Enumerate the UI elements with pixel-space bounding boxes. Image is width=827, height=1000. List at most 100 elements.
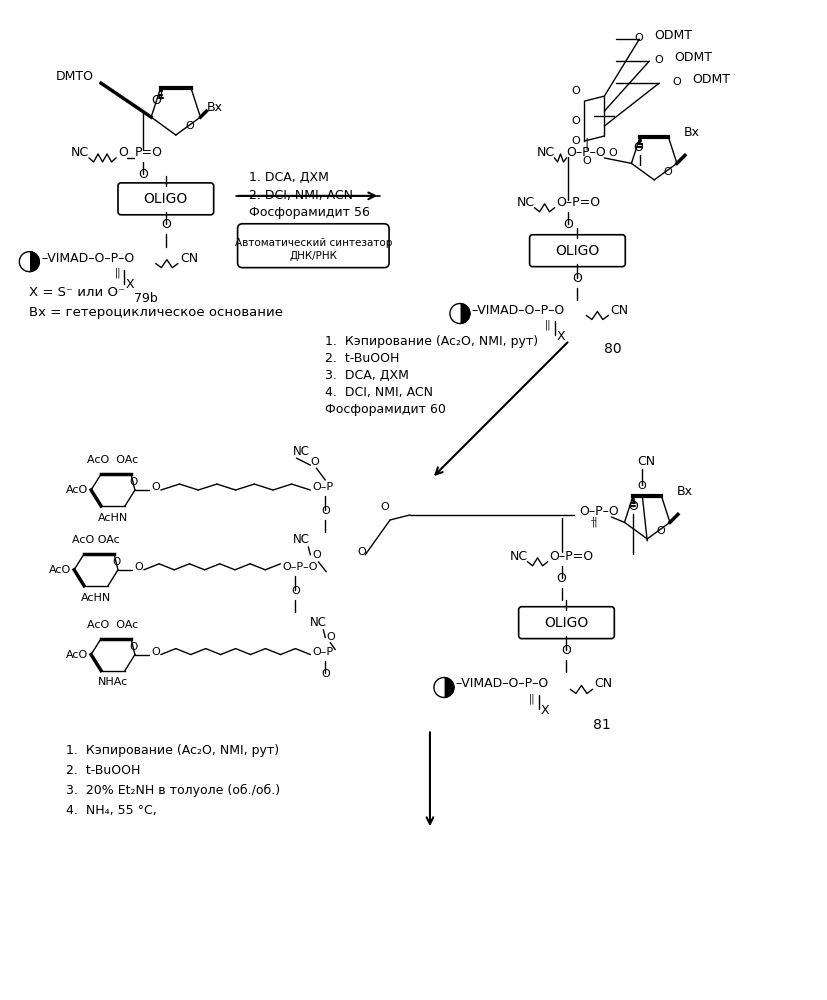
Polygon shape [19, 252, 29, 272]
Polygon shape [444, 678, 454, 697]
Text: 3.  20% Et₂NH в толуоле (об./об.): 3. 20% Et₂NH в толуоле (об./об.) [66, 784, 280, 797]
Text: ··: ·· [590, 515, 597, 528]
Text: O: O [313, 550, 321, 560]
Text: AcO OAc: AcO OAc [72, 535, 120, 545]
Text: O: O [572, 272, 582, 285]
Text: O: O [571, 86, 581, 96]
Text: Фосфорамидит 60: Фосфорамидит 60 [325, 403, 447, 416]
Text: O: O [138, 168, 148, 181]
Text: 1.  Кэпирование (Ac₂O, NMI, рут): 1. Кэпирование (Ac₂O, NMI, рут) [66, 744, 280, 757]
Text: O–P–O: O–P–O [580, 505, 619, 518]
Text: AcO  OAc: AcO OAc [88, 455, 139, 465]
Text: O: O [151, 647, 160, 657]
Text: 1. DCA, ДХМ: 1. DCA, ДХМ [249, 171, 328, 184]
Text: O: O [672, 77, 681, 87]
Text: O: O [151, 482, 160, 492]
Polygon shape [434, 678, 444, 697]
Text: CN: CN [179, 252, 198, 265]
Text: O: O [571, 116, 581, 126]
Text: O: O [134, 562, 143, 572]
Text: NC: NC [537, 146, 555, 159]
Text: 80: 80 [605, 342, 622, 356]
Text: O: O [130, 477, 138, 487]
Text: X: X [541, 704, 549, 717]
Text: Bx: Bx [207, 101, 222, 114]
Text: O: O [118, 146, 128, 159]
Text: 3.  DCA, ДХМ: 3. DCA, ДХМ [325, 369, 409, 382]
FancyBboxPatch shape [529, 235, 625, 267]
Text: X: X [126, 278, 135, 291]
Polygon shape [460, 304, 470, 323]
Text: –VIMAD–O–P–O: –VIMAD–O–P–O [41, 252, 135, 265]
Text: OLIGO: OLIGO [144, 192, 188, 206]
Text: O: O [161, 218, 170, 231]
Text: 81: 81 [594, 718, 611, 732]
Text: ДНК/РНК: ДНК/РНК [289, 251, 337, 261]
Text: AcO: AcO [66, 485, 88, 495]
Text: NC: NC [71, 146, 89, 159]
Text: Bx: Bx [684, 126, 700, 139]
Text: O: O [186, 121, 194, 131]
Text: O: O [358, 547, 366, 557]
Text: O: O [633, 141, 643, 154]
Text: NC: NC [294, 445, 310, 458]
Text: X = S⁻ или O⁻: X = S⁻ или O⁻ [29, 286, 126, 299]
Text: –VIMAD–O–P–O: –VIMAD–O–P–O [472, 304, 565, 317]
Text: 1.  Кэпирование (Ac₂O, NMI, рут): 1. Кэпирование (Ac₂O, NMI, рут) [325, 335, 538, 348]
Text: OLIGO: OLIGO [555, 244, 600, 258]
Text: ||: || [114, 268, 121, 278]
Text: O: O [571, 136, 581, 146]
Text: DMTO: DMTO [56, 70, 94, 83]
Text: O: O [582, 156, 590, 166]
Polygon shape [29, 252, 39, 272]
Text: O: O [112, 557, 121, 567]
Text: Bx: Bx [677, 485, 693, 498]
Text: O–P: O–P [313, 482, 333, 492]
Text: ODMT: ODMT [674, 51, 712, 64]
Text: –VIMAD–O–P–O: –VIMAD–O–P–O [456, 677, 549, 690]
Text: O: O [562, 644, 571, 657]
Text: 2.  t-BuOOH: 2. t-BuOOH [325, 352, 399, 365]
Text: O: O [327, 632, 335, 642]
Text: 79b: 79b [134, 292, 158, 305]
Text: CN: CN [638, 455, 655, 468]
FancyBboxPatch shape [237, 224, 389, 268]
Text: CN: CN [610, 304, 629, 317]
Text: X: X [557, 330, 565, 343]
Text: O: O [380, 502, 389, 512]
Text: NC: NC [509, 550, 528, 563]
Text: O–P–O: O–P–O [566, 146, 606, 159]
Text: O: O [563, 218, 573, 231]
Text: O–P–O: O–P–O [283, 562, 318, 572]
Text: ||: || [529, 693, 536, 704]
Text: O–P=O: O–P=O [550, 550, 594, 563]
Text: Фосфорамидит 56: Фосфорамидит 56 [249, 206, 370, 219]
Text: O: O [291, 586, 299, 596]
Text: Bx = гетероциклическое основание: Bx = гетероциклическое основание [29, 306, 284, 319]
Text: ODMT: ODMT [654, 29, 692, 42]
Text: NC: NC [517, 196, 535, 209]
FancyBboxPatch shape [519, 607, 614, 639]
Text: 2.  t-BuOOH: 2. t-BuOOH [66, 764, 141, 777]
Polygon shape [450, 304, 460, 323]
Text: O: O [557, 572, 566, 585]
Text: O–P: O–P [313, 647, 333, 657]
Text: O: O [663, 167, 672, 177]
Text: O: O [629, 500, 638, 513]
Text: O: O [310, 457, 319, 467]
Text: NC: NC [310, 616, 327, 629]
Text: 4.  NH₄, 55 °C,: 4. NH₄, 55 °C, [66, 804, 157, 817]
Text: O: O [655, 55, 663, 65]
Text: AcO: AcO [49, 565, 71, 575]
FancyBboxPatch shape [118, 183, 213, 215]
Text: O: O [638, 481, 647, 491]
Text: NHAc: NHAc [98, 677, 128, 687]
Text: O–P=O: O–P=O [557, 196, 600, 209]
Text: O: O [635, 33, 643, 43]
Text: AcO: AcO [66, 650, 88, 660]
Text: P=O: P=O [135, 146, 163, 159]
Text: O: O [656, 526, 665, 536]
Text: CN: CN [595, 677, 613, 690]
Text: O: O [321, 669, 330, 679]
Text: 4.  DCI, NMI, ACN: 4. DCI, NMI, ACN [325, 386, 433, 399]
